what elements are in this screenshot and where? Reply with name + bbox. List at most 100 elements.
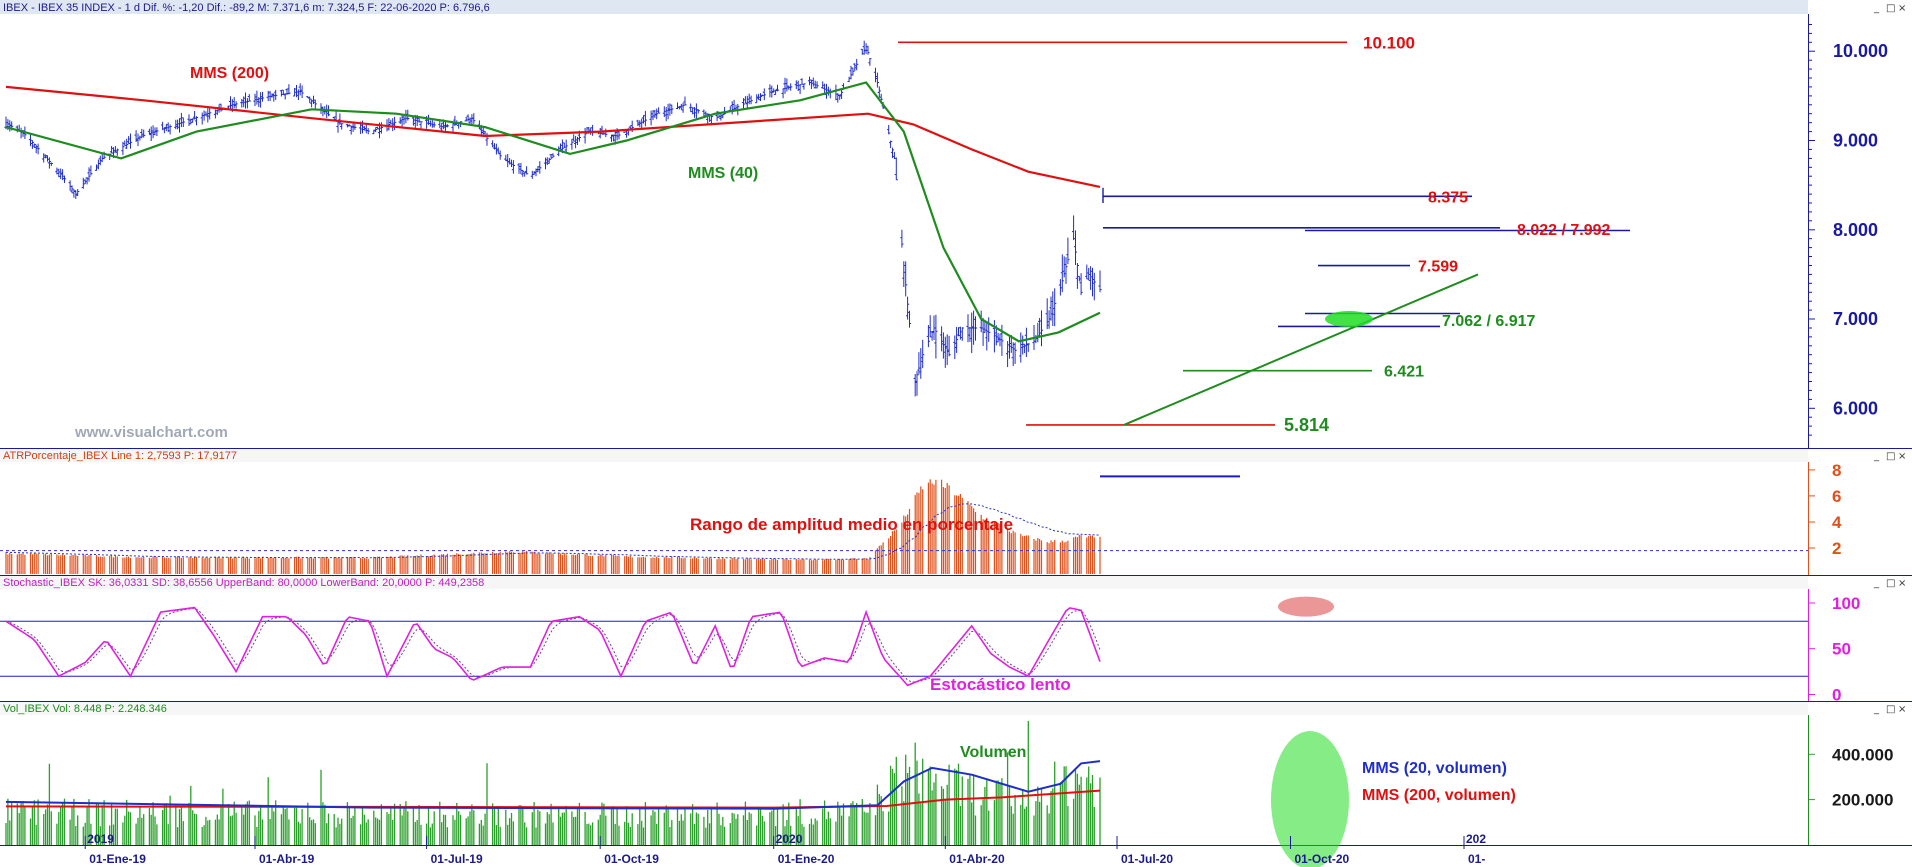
maximize-icon[interactable]: □ [1886,451,1895,462]
vol-sma200-label: MMS (200, volumen) [1362,787,1516,804]
price-bar [1092,272,1096,301]
level-8022-7992-label: 8.022 / 7.992 [1517,222,1611,239]
vol-y-axis: 200.000 400.000 [1809,745,1893,810]
price-bar [300,85,304,98]
price-bar [70,185,74,194]
price-bar [758,93,763,101]
price-bar [259,92,263,108]
price-bar [411,115,415,126]
price-bar [177,118,182,133]
maximize-icon[interactable]: □ [1886,3,1895,14]
price-bar [362,126,366,131]
price-bar [789,83,793,91]
price-bar [853,63,857,71]
price-bar [636,119,640,127]
price-bar [945,334,949,365]
sma40-label: MMS (40) [688,165,758,182]
minimize-icon[interactable]: _ [1873,704,1880,715]
price-bar [840,89,844,99]
price-bar [549,154,553,160]
minimize-icon[interactable]: _ [1873,451,1880,462]
watermark: www.visualchart.com [74,424,228,441]
maximize-icon[interactable]: □ [1886,704,1895,715]
price-bar [783,77,787,94]
volume-bars [5,720,1349,867]
price-bar [943,336,947,368]
price-bar [677,106,681,110]
time-tick-label: 01-Ene-19 [89,852,146,866]
price-bar [166,122,170,132]
price-bar [234,101,238,109]
price-bar [96,159,100,170]
volume-moving-averages: Volumen MMS (20, volumen) MMS (200, volume… [5,744,1516,810]
minimize-icon[interactable]: _ [1873,3,1880,14]
price-bar [847,76,851,82]
price-bar [430,119,434,128]
price-bar [745,95,749,109]
price-panel-header: IBEX - IBEX 35 INDEX - 1 d Dif. %: -1,20… [3,2,490,14]
price-bar [1021,335,1025,355]
price-bar [509,159,514,167]
price-bar [494,143,498,155]
price-bar [821,81,825,89]
price-bar [85,177,89,185]
year-marker-label: 202 [1466,832,1486,846]
minimize-icon[interactable]: _ [1873,578,1880,589]
close-icon[interactable]: × [1898,578,1906,589]
price-bar [838,94,842,100]
price-bar [762,88,766,101]
price-bar [662,106,666,117]
level-7599-label: 7.599 [1418,259,1458,276]
price-bar [142,129,146,138]
sma200-label: MMS (200) [190,65,269,82]
price-bar [62,175,67,183]
price-bar [972,310,976,345]
price-window-controls: _ □ × [1873,3,1906,14]
price-bar [902,261,906,287]
price-bar [72,189,76,198]
price-bar [966,314,970,343]
price-bar [477,120,481,129]
price-bar [572,134,576,142]
price-bar [194,116,199,126]
price-bar [61,169,65,181]
price-bar [521,170,525,177]
atr-signal-line [5,503,1101,560]
close-icon[interactable]: × [1898,3,1906,14]
price-bar [432,121,436,128]
time-tick-label: 01-Oct-19 [604,852,659,866]
maximize-icon[interactable]: □ [1886,578,1895,589]
price-bar [340,123,344,130]
price-bar [49,162,53,167]
price-bar [498,150,502,160]
price-y-tick-label: 7.000 [1833,309,1878,329]
price-bar [1045,298,1049,330]
price-bar [347,124,351,127]
price-bar [443,121,448,131]
price-bar [670,104,674,114]
sma40-line [5,81,1101,343]
price-bar [887,124,891,135]
price-bar [36,143,40,155]
price-bar [617,130,621,140]
price-bar [681,102,685,113]
price-bar [979,310,983,333]
vol-sma20-line [5,760,1101,810]
stoch-y-tick-label: 100 [1832,594,1860,613]
price-bar [906,296,910,320]
time-tick-label: 01-Ene-20 [778,852,835,866]
price-bar [930,331,934,341]
price-bar [534,168,538,177]
price-bar [419,121,423,129]
price-bar [525,166,529,175]
close-icon[interactable]: × [1898,451,1906,462]
close-icon[interactable]: × [1898,704,1906,715]
price-bar [583,127,587,144]
price-bar [996,332,1000,343]
price-bar [875,72,879,88]
price-bar [900,229,904,248]
atr-y-tick-label: 4 [1832,513,1842,532]
price-bar [179,112,183,128]
level-8375-label: 8.375 [1428,189,1468,206]
